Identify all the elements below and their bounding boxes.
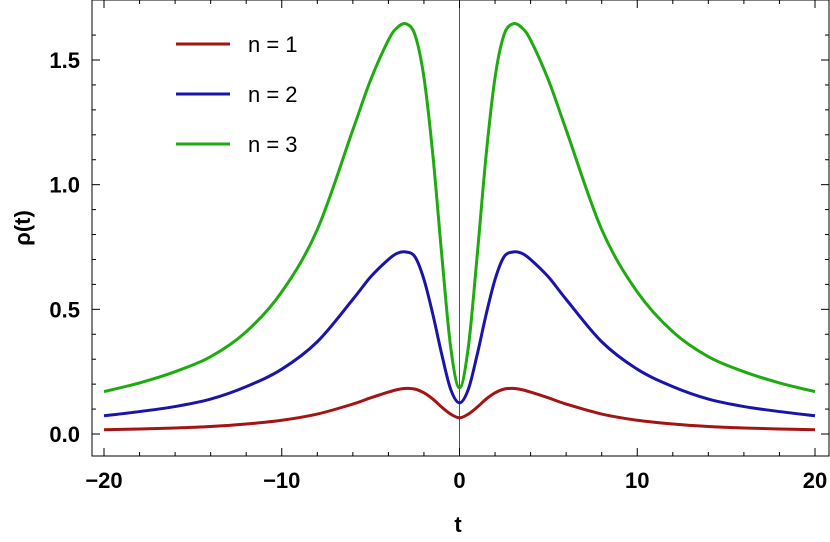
plot-frame (91, 0, 830, 457)
legend-label: n = 1 (248, 32, 298, 57)
x-tick-label: 10 (625, 468, 649, 493)
series-line-1 (103, 386, 816, 432)
y-tick-label: 0.5 (49, 297, 80, 322)
x-axis-label: t (454, 512, 462, 537)
x-tick-label: 0 (453, 468, 465, 493)
x-tick-label: −20 (85, 468, 122, 493)
y-axis-label: ρ(t) (10, 210, 35, 246)
series-line-3 (103, 22, 816, 394)
series-group (103, 22, 816, 432)
x-tick-label: −10 (263, 468, 300, 493)
y-axis-ticks: 0.0 0.5 1.0 1.5 (49, 34, 829, 447)
legend-label: n = 3 (248, 132, 298, 157)
y-tick-label: 0.0 (49, 422, 80, 447)
x-tick-label: 20 (803, 468, 827, 493)
y-tick-label: 1.5 (49, 48, 80, 73)
x-axis-ticks: −20 −10 0 10 20 (85, 0, 827, 493)
y-tick-label: 1.0 (49, 173, 80, 198)
legend-label: n = 2 (248, 82, 298, 107)
legend: n = 1 n = 2 n = 3 (176, 32, 298, 157)
series-line-2 (103, 250, 816, 418)
